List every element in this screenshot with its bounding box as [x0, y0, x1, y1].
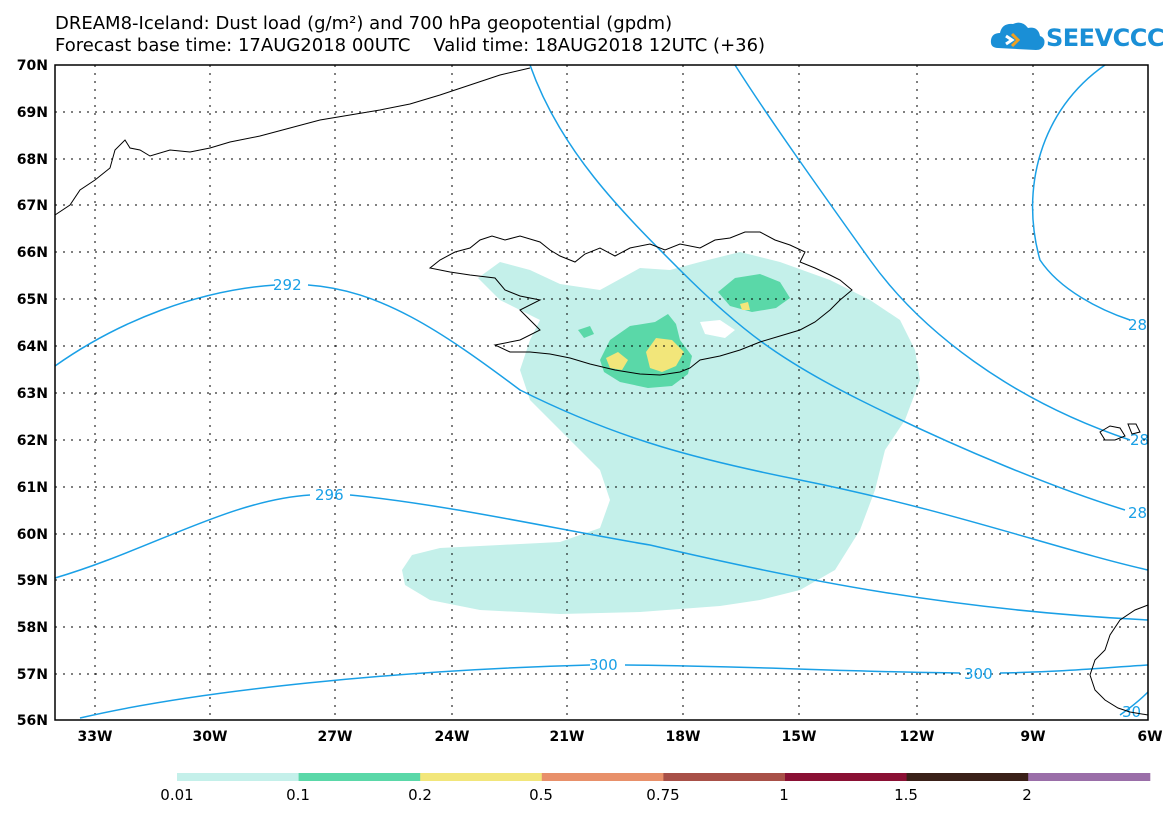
dust-shading-low	[402, 252, 920, 614]
lon-label: 9W	[1020, 729, 1045, 745]
lat-label: 69N	[17, 105, 48, 121]
colorbar-swatch	[177, 773, 300, 781]
lon-label: 12W	[900, 729, 935, 745]
lon-label: 21W	[550, 729, 585, 745]
contour-labels: 292 296 300 300 28 28 28 30	[273, 276, 1149, 721]
colorbar-swatch	[785, 773, 908, 781]
lat-label: 59N	[17, 573, 48, 589]
faroe-coastline	[1099, 425, 1126, 441]
cloud-logo-icon	[990, 22, 1045, 50]
geopotential-contours	[54, 64, 1149, 719]
lon-label: 24W	[435, 729, 470, 745]
colorbar-swatch	[906, 773, 1029, 781]
lon-label: 6W	[1137, 729, 1162, 745]
lon-label: 27W	[318, 729, 353, 745]
lon-label: 15W	[782, 729, 817, 745]
map-frame	[54, 64, 1149, 721]
lat-label: 60N	[17, 527, 48, 543]
colorbar-label: 0.2	[408, 786, 432, 804]
colorbar-label: 0.75	[646, 786, 680, 804]
lon-label: 18W	[666, 729, 701, 745]
contour-label: 300	[964, 665, 993, 683]
lat-label: 68N	[17, 152, 48, 168]
contour-label: 300	[589, 656, 618, 674]
colorbar-label: 0.01	[160, 786, 194, 804]
seevccc-logo: SEEVCCC	[988, 14, 1165, 62]
map-subtitle: Forecast base time: 17AUG2018 00UTC Vali…	[55, 35, 766, 56]
colorbar	[177, 773, 1151, 781]
colorbar-swatch	[541, 773, 664, 781]
contour-label: 296	[315, 486, 344, 504]
dust-shading-mid	[600, 314, 692, 388]
colorbar-swatch	[663, 773, 786, 781]
greenland-coastline	[54, 67, 531, 216]
longitude-labels: 33W 30W 27W 24W 21W 18W 15W 12W 9W 6W	[78, 729, 1163, 745]
lat-label: 65N	[17, 292, 48, 308]
lat-label: 63N	[17, 386, 48, 402]
logo-text: SEEVCCC	[1046, 24, 1165, 52]
lat-label: 57N	[17, 667, 48, 683]
lat-label: 56N	[17, 713, 48, 729]
colorbar-label: 0.5	[529, 786, 553, 804]
coastlines	[54, 67, 1149, 716]
contour-label: 28	[1128, 504, 1147, 522]
contour-label: 292	[273, 276, 302, 294]
lat-label: 58N	[17, 620, 48, 636]
colorbar-swatch	[1028, 773, 1151, 781]
lat-label: 61N	[17, 480, 48, 496]
lat-label: 67N	[17, 198, 48, 214]
colorbar-swatch	[298, 773, 421, 781]
contour-label: 28	[1128, 316, 1147, 334]
lat-label: 70N	[17, 58, 48, 74]
lat-label: 64N	[17, 339, 48, 355]
scotland-coastline	[1089, 604, 1149, 716]
lon-label: 30W	[193, 729, 228, 745]
colorbar-swatch	[420, 773, 543, 781]
lat-label: 66N	[17, 245, 48, 261]
colorbar-label: 1	[779, 786, 789, 804]
lon-label: 33W	[78, 729, 113, 745]
colorbar-label: 2	[1022, 786, 1032, 804]
colorbar-label: 0.1	[286, 786, 310, 804]
map-title: DREAM8-Iceland: Dust load (g/m²) and 700…	[55, 13, 673, 34]
iceland-coastline	[428, 231, 853, 376]
contour-label: 28	[1130, 431, 1149, 449]
latitude-labels: 70N 69N 68N 67N 66N 65N 64N 63N 62N 61N …	[17, 58, 48, 729]
lat-label: 62N	[17, 433, 48, 449]
colorbar-label: 1.5	[894, 786, 918, 804]
